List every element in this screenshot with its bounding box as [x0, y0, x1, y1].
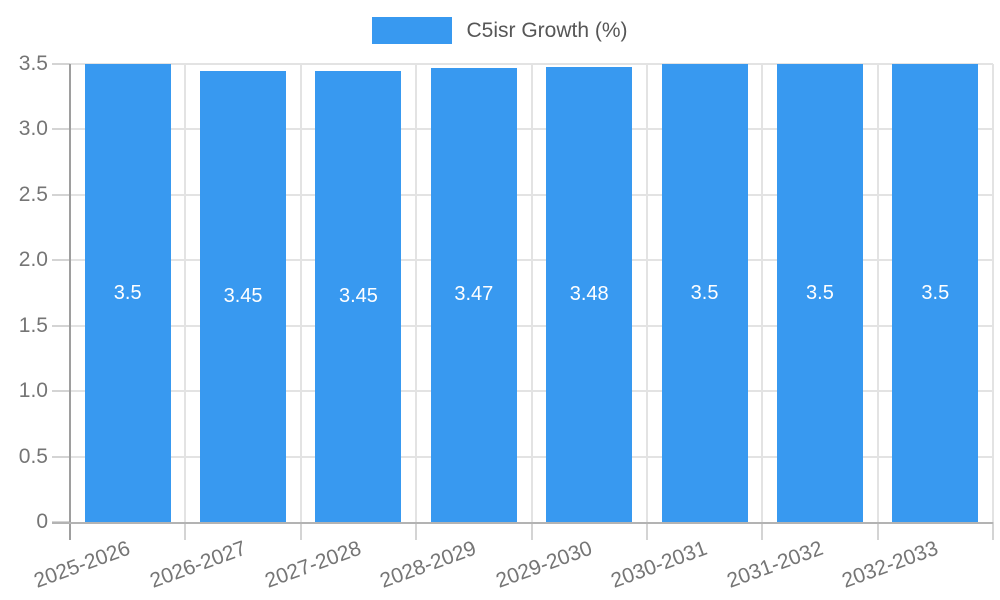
bar-value-label: 3.48 [569, 282, 609, 305]
bar-value-label: 3.45 [223, 284, 263, 307]
x-axis-tick [299, 522, 302, 540]
y-axis-tick [52, 390, 70, 393]
legend-label: C5isr Growth (%) [466, 18, 628, 42]
y-axis-tick [52, 128, 70, 131]
bar: 3.5 [776, 64, 863, 522]
y-axis-tick [52, 259, 70, 262]
y-tick-label: 0 [36, 510, 48, 533]
y-tick-label: 0.5 [18, 444, 48, 468]
x-axis-tick [184, 522, 187, 540]
gridline-vertical [761, 64, 764, 522]
x-axis-tick [415, 522, 418, 540]
bar-value-label: 3.5 [113, 281, 142, 304]
bar: 3.47 [430, 67, 517, 522]
y-axis-tick [52, 455, 70, 458]
x-axis-tick [992, 522, 994, 540]
bar: 3.48 [546, 66, 633, 522]
x-axis-tick [761, 522, 764, 540]
x-axis-tick [530, 522, 533, 540]
y-tick-label: 3.0 [18, 117, 48, 141]
y-tick-label: 1.5 [18, 313, 48, 337]
gridline-vertical [530, 64, 533, 522]
bar: 3.45 [200, 70, 287, 522]
y-tick-label: 3.5 [18, 52, 48, 75]
gridline-vertical [299, 64, 302, 522]
x-axis-line [52, 522, 993, 524]
gridline-vertical [992, 64, 994, 522]
gridline-vertical [184, 64, 187, 522]
gridline-vertical [415, 64, 418, 522]
x-axis-tick [645, 522, 648, 540]
bar-value-label: 3.5 [921, 281, 950, 304]
gridline-vertical [645, 64, 648, 522]
bar: 3.5 [892, 64, 979, 522]
x-tick-label: 2031-2032 [723, 536, 826, 593]
bar: 3.5 [84, 64, 171, 522]
y-axis-tick [52, 193, 70, 196]
x-tick-label: 2025-2026 [31, 536, 134, 593]
x-tick-label: 2026-2027 [146, 536, 249, 593]
legend-swatch [372, 17, 453, 44]
y-axis-line [69, 64, 71, 540]
y-axis-tick [52, 324, 70, 327]
bar: 3.45 [315, 70, 402, 522]
x-tick-label: 2029-2030 [492, 536, 595, 593]
bar-value-label: 3.45 [338, 284, 378, 307]
legend: C5isr Growth (%) [0, 17, 1000, 44]
gridline-vertical [876, 64, 879, 522]
x-axis-tick [876, 522, 879, 540]
bar-value-label: 3.47 [454, 283, 494, 306]
y-axis-tick [52, 63, 70, 65]
bar-value-label: 3.5 [690, 281, 719, 304]
bar-value-label: 3.5 [806, 281, 834, 304]
y-tick-label: 2.0 [18, 248, 48, 272]
x-tick-label: 2027-2028 [261, 536, 365, 593]
y-tick-label: 1.0 [18, 379, 48, 403]
x-tick-label: 2032-2033 [838, 536, 942, 593]
bar: 3.5 [661, 64, 748, 522]
y-tick-label: 2.5 [18, 182, 48, 206]
x-tick-label: 2030-2031 [608, 536, 711, 593]
x-tick-label: 2028-2029 [377, 536, 480, 593]
